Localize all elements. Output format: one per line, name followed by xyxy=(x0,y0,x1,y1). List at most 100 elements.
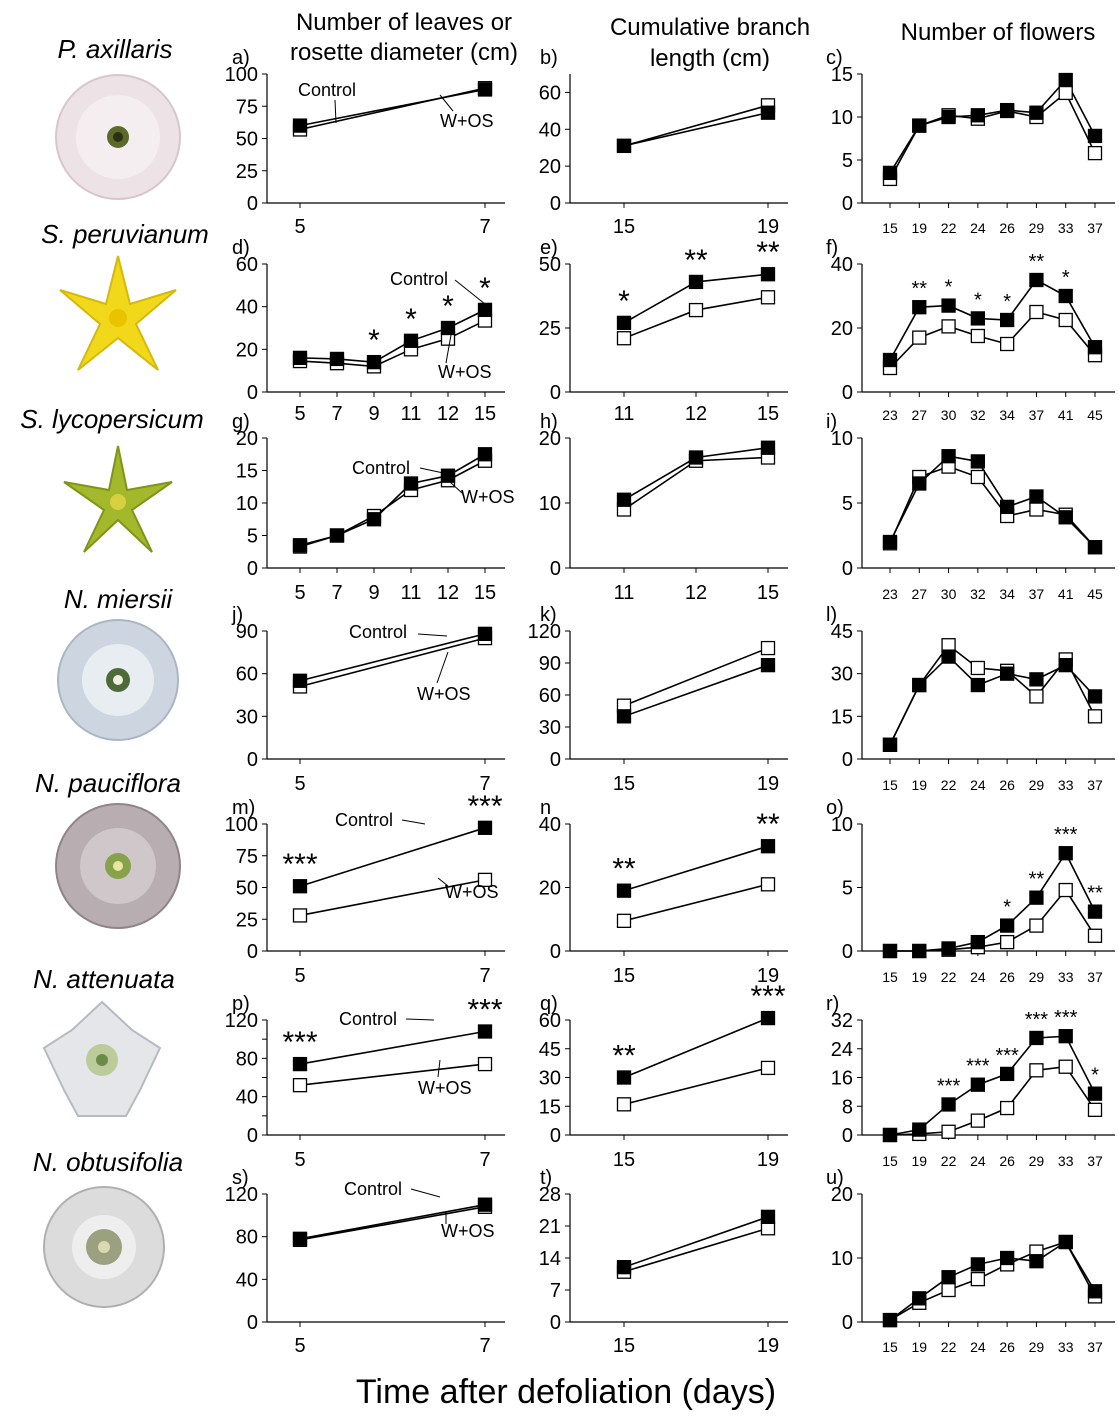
legend-control-m: Control xyxy=(335,810,393,830)
x-tick-label-d: 7 xyxy=(331,403,342,425)
x-tick-label-g: 7 xyxy=(331,582,342,604)
point-wos-e xyxy=(760,290,776,305)
point-wos-i xyxy=(1029,502,1044,517)
point-wos-r xyxy=(1029,1063,1044,1078)
legend-leader-wos-g xyxy=(449,481,463,494)
y-tick-label-r: 8 xyxy=(842,1096,853,1118)
point-control-r xyxy=(970,1077,986,1092)
col-header-branch-line2: length (cm) xyxy=(650,45,770,72)
point-control-j xyxy=(477,626,493,641)
point-control-m xyxy=(477,820,493,835)
point-control-r xyxy=(1058,1029,1073,1044)
y-tick-label-r: 0 xyxy=(842,1125,853,1147)
y-tick-label-l: 45 xyxy=(831,621,853,643)
y-tick-label-a: 50 xyxy=(236,129,258,151)
x-tick-label-c: 24 xyxy=(970,220,986,236)
y-tick-label-r: 24 xyxy=(831,1039,853,1061)
point-control-d xyxy=(403,333,419,348)
point-control-s xyxy=(477,1197,493,1212)
series-line-wos-k xyxy=(623,647,769,707)
col-header-leaves-line1: Number of leaves or xyxy=(296,9,512,36)
x-tick-label-u: 33 xyxy=(1058,1339,1074,1355)
y-tick-label-g: 5 xyxy=(247,526,258,548)
y-tick-label-c: 0 xyxy=(842,193,853,215)
y-tick-label-q: 60 xyxy=(539,1010,561,1032)
x-tick-label-r: 29 xyxy=(1029,1153,1045,1169)
significance-mark-r: *** xyxy=(1054,1007,1078,1029)
panel-letter-l: l) xyxy=(826,604,837,626)
y-tick-label-j: 60 xyxy=(236,664,258,686)
point-wos-k xyxy=(760,640,776,656)
point-control-f xyxy=(999,312,1015,328)
significance-mark-o: ** xyxy=(1087,883,1103,905)
significance-mark-e: * xyxy=(618,285,630,318)
point-control-f xyxy=(1087,340,1103,355)
y-tick-label-n: 20 xyxy=(539,878,561,900)
significance-mark-f: * xyxy=(1062,267,1070,289)
point-wos-f xyxy=(912,330,927,345)
point-control-l xyxy=(1087,689,1103,704)
panel-letter-a: a) xyxy=(232,47,250,69)
x-tick-label-r: 26 xyxy=(999,1153,1015,1169)
point-control-q xyxy=(760,1010,776,1026)
series-line-wos-t xyxy=(623,1227,769,1273)
y-tick-label-m: 50 xyxy=(236,878,258,900)
y-tick-label-m: 0 xyxy=(247,941,258,963)
y-tick-label-t: 0 xyxy=(550,1312,561,1334)
point-control-f xyxy=(970,311,986,326)
y-tick-label-b: 0 xyxy=(550,193,561,215)
panel-letter-c: c) xyxy=(826,47,843,69)
y-tick-label-l: 0 xyxy=(842,749,853,771)
significance-mark-r: *** xyxy=(1025,1009,1049,1031)
point-control-n xyxy=(616,883,632,898)
x-tick-label-a: 5 xyxy=(294,216,305,238)
species-label-s-lycopersicum: S. lycopersicum xyxy=(20,404,204,434)
point-control-r xyxy=(999,1066,1015,1082)
panel-letter-g: g) xyxy=(232,411,250,433)
legend-leader-wos-a xyxy=(439,94,454,112)
point-control-t xyxy=(616,1259,632,1275)
series-line-control-s xyxy=(299,1203,486,1240)
x-tick-label-l: 29 xyxy=(1029,777,1045,793)
point-control-r xyxy=(941,1097,956,1112)
point-control-i xyxy=(1087,540,1103,555)
x-tick-label-n: 15 xyxy=(613,965,635,987)
species-label-p-axillaris: P. axillaris xyxy=(57,34,172,64)
panel-letter-n: n xyxy=(540,797,551,819)
y-tick-label-g: 10 xyxy=(236,493,258,515)
x-tick-label-c: 15 xyxy=(882,220,898,236)
point-wos-f xyxy=(941,319,956,334)
x-tick-label-f: 23 xyxy=(882,407,898,423)
point-control-f xyxy=(1029,272,1044,288)
x-tick-label-c: 37 xyxy=(1087,220,1103,236)
significance-mark-d: * xyxy=(405,303,417,336)
point-control-u xyxy=(941,1270,956,1285)
point-control-d xyxy=(366,354,382,370)
y-tick-label-a: 100 xyxy=(225,64,258,86)
x-tick-label-t: 19 xyxy=(757,1335,779,1357)
panel-letter-p: p) xyxy=(232,993,250,1015)
series-line-control-o xyxy=(890,851,1096,952)
y-tick-label-t: 28 xyxy=(539,1184,561,1206)
y-tick-label-j: 30 xyxy=(236,706,258,728)
series-line-wos-j xyxy=(299,637,486,688)
point-control-g xyxy=(477,447,493,462)
x-tick-label-l: 37 xyxy=(1087,777,1103,793)
y-tick-label-t: 14 xyxy=(539,1248,561,1270)
point-control-l xyxy=(999,666,1015,681)
legend-leader-control-g xyxy=(419,467,449,475)
series-line-wos-b xyxy=(623,104,769,147)
point-control-b xyxy=(616,138,632,154)
y-tick-label-k: 0 xyxy=(550,749,561,771)
point-control-l xyxy=(882,737,898,752)
y-tick-label-k: 120 xyxy=(528,621,561,643)
x-tick-label-b: 15 xyxy=(613,216,635,238)
x-tick-label-o: 19 xyxy=(911,969,927,985)
y-tick-label-n: 40 xyxy=(539,814,561,836)
y-tick-label-a: 0 xyxy=(247,193,258,215)
panel-i: i) 0 5 10 23 27 30 32 34 37 41 45 xyxy=(826,411,1115,602)
point-control-b xyxy=(760,105,776,120)
y-tick-label-f: 0 xyxy=(842,382,853,404)
point-control-d xyxy=(477,302,493,318)
series-line-control-k xyxy=(623,664,769,718)
